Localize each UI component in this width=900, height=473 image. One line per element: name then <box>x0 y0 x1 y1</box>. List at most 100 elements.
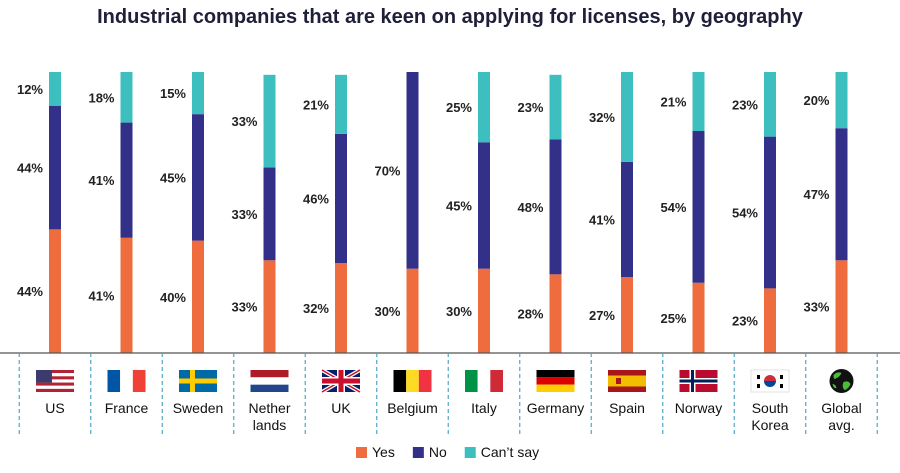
data-label: 33% <box>231 207 257 222</box>
data-label: 15% <box>160 86 186 101</box>
category-label: South Korea <box>751 400 789 433</box>
data-label: 12% <box>17 82 43 97</box>
data-label: 41% <box>589 213 615 228</box>
bar-no-9 <box>692 131 705 283</box>
data-label: 45% <box>160 170 186 185</box>
bar-can-t-say-7 <box>549 74 562 140</box>
uk-flag-icon <box>320 368 362 394</box>
category-label: Norway <box>675 400 722 416</box>
bar-yes-6 <box>478 268 490 353</box>
data-label: 32% <box>303 301 329 316</box>
south-korea-flag-icon <box>750 369 790 393</box>
legend-label: Can’t say <box>481 444 539 460</box>
data-label: 21% <box>660 95 686 110</box>
data-label: 25% <box>660 311 686 326</box>
data-label: 18% <box>88 90 114 105</box>
category-label: Germany <box>527 400 585 416</box>
bar-no-8 <box>621 161 633 278</box>
data-label: 40% <box>160 290 186 305</box>
norway-flag-icon <box>679 370 718 392</box>
spain-flag-icon <box>608 370 646 392</box>
data-label: 23% <box>732 314 758 329</box>
legend-label: No <box>429 444 447 460</box>
bar-can-t-say-0 <box>49 72 61 106</box>
category-label: Nether lands <box>248 400 290 433</box>
data-label: 33% <box>231 114 257 129</box>
data-label: 28% <box>517 307 543 322</box>
data-label: 70% <box>374 163 400 178</box>
bar-can-t-say-4 <box>335 74 347 134</box>
category-label: US <box>45 400 64 416</box>
bar-yes-9 <box>692 282 705 353</box>
bar-no-1 <box>120 122 133 238</box>
bar-can-t-say-8 <box>621 72 633 162</box>
data-label: 30% <box>446 304 472 319</box>
category-label: Italy <box>471 400 497 416</box>
data-label: 21% <box>303 97 329 112</box>
legend-swatch <box>356 447 367 458</box>
data-label: 33% <box>803 300 829 315</box>
data-label: 23% <box>732 97 758 112</box>
data-label: 23% <box>517 100 543 115</box>
bar-no-3 <box>263 167 276 261</box>
bar-can-t-say-1 <box>120 72 133 123</box>
data-label: 27% <box>589 308 615 323</box>
data-label: 33% <box>231 300 257 315</box>
legend-swatch <box>412 447 424 458</box>
data-label: 32% <box>589 110 615 125</box>
data-label: 45% <box>446 198 472 213</box>
legend-swatch <box>464 447 476 458</box>
france-flag-icon <box>107 370 146 392</box>
category-label: UK <box>331 400 351 416</box>
bar-can-t-say-6 <box>478 72 490 143</box>
bar-yes-4 <box>335 263 347 353</box>
bar-yes-1 <box>120 237 133 353</box>
category-label: France <box>105 400 149 416</box>
bar-yes-11 <box>835 260 848 353</box>
bar-no-0 <box>49 105 61 230</box>
bar-yes-5 <box>406 268 419 353</box>
bar-yes-10 <box>764 288 776 353</box>
bar-can-t-say-9 <box>692 72 705 132</box>
data-label: 44% <box>17 284 43 299</box>
data-label: 48% <box>517 200 543 215</box>
category-label: Belgium <box>387 400 438 416</box>
bar-yes-2 <box>192 240 204 353</box>
germany-flag-icon <box>536 370 575 392</box>
data-label: 46% <box>303 191 329 206</box>
bar-no-10 <box>764 136 776 289</box>
bar-no-7 <box>549 139 562 275</box>
bar-can-t-say-11 <box>835 72 848 129</box>
bar-no-5 <box>406 72 419 269</box>
data-label: 41% <box>88 173 114 188</box>
category-label: Spain <box>609 400 645 416</box>
bar-can-t-say-2 <box>192 72 204 115</box>
belgium-flag-icon <box>393 370 432 392</box>
data-label: 41% <box>88 288 114 303</box>
data-label: 54% <box>732 206 758 221</box>
globe-icon <box>829 369 854 393</box>
bar-yes-3 <box>263 260 276 353</box>
bar-yes-7 <box>549 274 562 353</box>
bar-no-4 <box>335 133 347 264</box>
bar-no-11 <box>835 128 848 261</box>
data-label: 25% <box>446 100 472 115</box>
bar-no-2 <box>192 114 204 241</box>
data-label: 54% <box>660 200 686 215</box>
chart-title: Industrial companies that are keen on ap… <box>97 6 803 28</box>
bar-can-t-say-3 <box>263 74 276 168</box>
data-label: 20% <box>803 93 829 108</box>
category-label: Global avg. <box>821 400 861 433</box>
data-label: 44% <box>17 161 43 176</box>
netherlands-flag-icon <box>250 370 289 392</box>
data-label: 30% <box>374 304 400 319</box>
italy-flag-icon <box>465 370 503 392</box>
us-flag-icon <box>36 370 74 392</box>
legend-label: Yes <box>372 444 395 460</box>
bar-yes-8 <box>621 277 633 353</box>
data-label: 47% <box>803 187 829 202</box>
bar-yes-0 <box>49 229 61 353</box>
bar-can-t-say-10 <box>764 72 776 137</box>
category-label: Sweden <box>173 400 224 416</box>
